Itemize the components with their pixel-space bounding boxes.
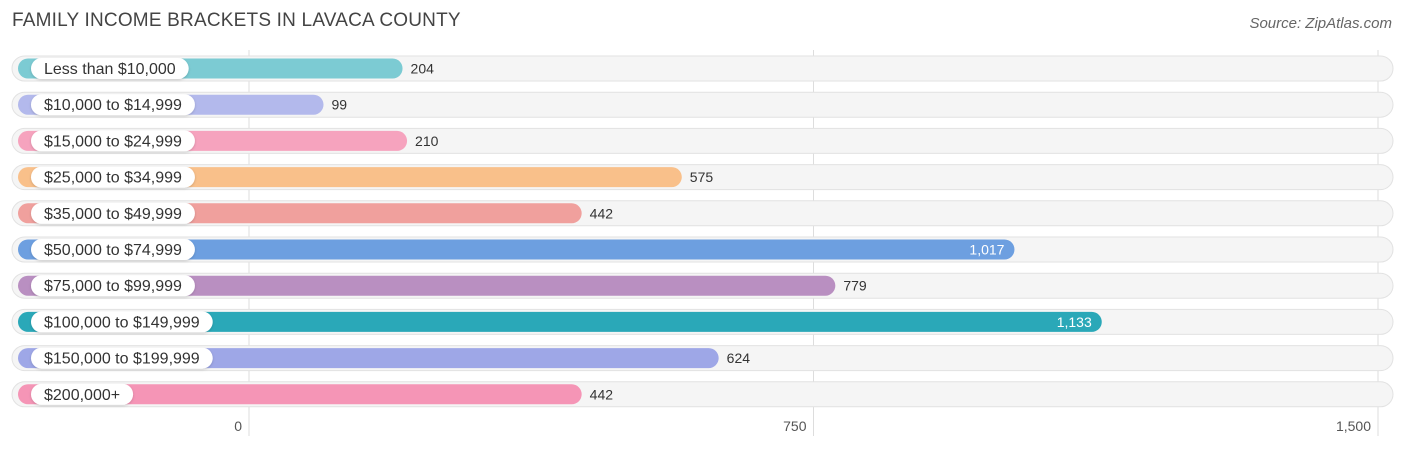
category-label: $50,000 to $74,999: [44, 242, 182, 259]
bar: [18, 384, 582, 405]
category-label: $150,000 to $199,999: [44, 351, 200, 368]
category-label-pill: [31, 275, 195, 297]
category-label: $35,000 to $49,999: [44, 206, 182, 223]
category-label-pill: [31, 239, 195, 260]
category-label-pill: [31, 166, 195, 188]
value-label: 624: [727, 350, 751, 366]
category-label: $75,000 to $99,999: [44, 278, 182, 295]
category-label: $100,000 to $149,999: [44, 314, 200, 331]
category-label-pill: [31, 94, 195, 116]
source-label: Source: ZipAtlas.com: [1249, 15, 1392, 32]
value-label: 204: [411, 61, 435, 77]
bar: [18, 275, 836, 296]
value-label: 99: [332, 97, 348, 113]
category-label-pill: [31, 130, 195, 152]
category-label: $10,000 to $14,999: [44, 97, 182, 114]
value-label: 442: [590, 386, 614, 402]
value-label: 779: [843, 278, 867, 294]
x-tick-label: 0: [234, 418, 242, 434]
x-tick-label: 750: [783, 418, 807, 434]
chart-title: FAMILY INCOME BRACKETS IN LAVACA COUNTY: [12, 10, 461, 31]
value-label: 442: [590, 205, 614, 221]
category-label: $200,000+: [44, 387, 120, 404]
row-background: [11, 91, 1394, 118]
value-label: 210: [415, 133, 439, 149]
category-label-pill: [31, 58, 189, 79]
category-label: Less than $10,000: [44, 61, 176, 78]
category-label-pill: [31, 347, 213, 369]
category-label-pill: [31, 383, 134, 405]
value-label: 1,017: [969, 242, 1004, 258]
row-layer: Less than $10,000 204 $10,000 to $14,999 99…: [11, 55, 1394, 408]
value-label: 1,133: [1057, 314, 1092, 330]
category-label-pill: [31, 202, 195, 224]
category-label: $25,000 to $34,999: [44, 170, 182, 187]
x-tick-label: 1,500: [1336, 418, 1371, 434]
category-label: $15,000 to $24,999: [44, 133, 182, 150]
bar: [18, 239, 1015, 260]
bar: [18, 311, 1102, 332]
tick-layer: 0 750 1,500: [234, 418, 1371, 434]
category-label-pill: [31, 311, 213, 333]
value-label: 575: [690, 169, 714, 185]
